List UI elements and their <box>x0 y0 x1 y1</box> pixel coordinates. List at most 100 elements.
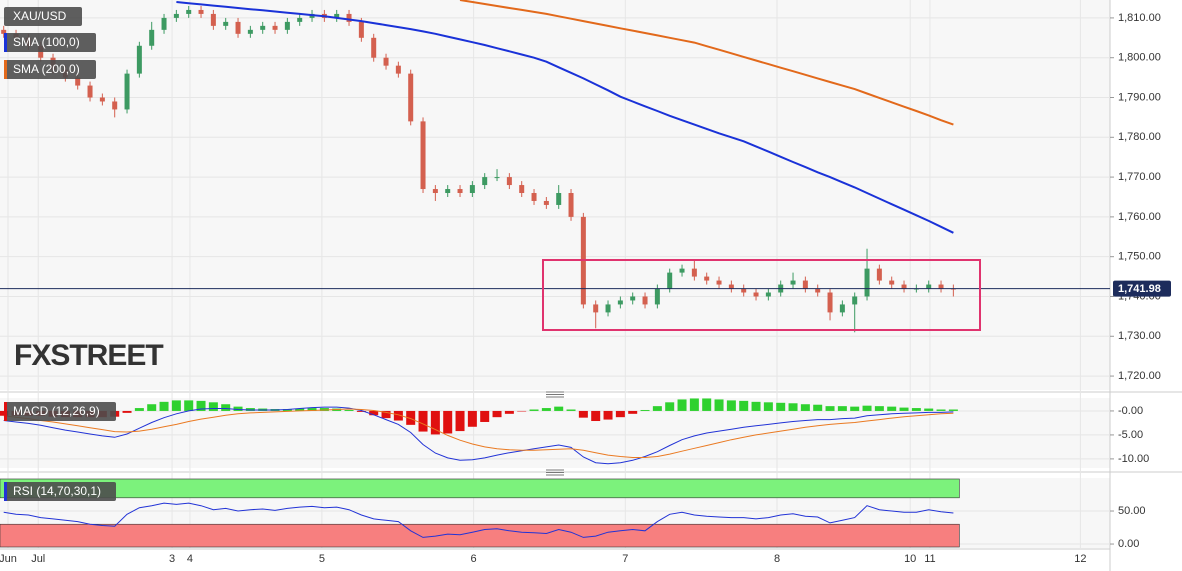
x-tick-label: 10 <box>904 553 916 565</box>
histogram-bar <box>788 403 798 411</box>
histogram-bar <box>566 409 576 411</box>
histogram-bar <box>455 410 465 432</box>
histogram-bar <box>948 409 958 411</box>
candle-body <box>371 37 377 58</box>
legend-box <box>4 7 82 26</box>
histogram-bar <box>899 407 909 411</box>
histogram-bar <box>393 410 403 421</box>
candle-body <box>395 65 401 74</box>
candle-body <box>852 296 858 305</box>
histogram-bar <box>800 404 810 411</box>
line <box>176 1 954 234</box>
candle-body <box>593 304 599 313</box>
histogram-bar <box>837 406 847 411</box>
histogram-bar <box>911 408 921 411</box>
candle-body <box>260 25 266 30</box>
line <box>3 406 954 465</box>
candle-body <box>765 292 771 297</box>
histogram-bar <box>665 402 675 411</box>
y-tick-label: 1,760.00 <box>1118 211 1161 223</box>
y-tick-label: 1,720.00 <box>1118 370 1161 382</box>
x-tick-label: 12 <box>1074 553 1086 565</box>
candle-body <box>420 121 426 190</box>
candle-body <box>87 85 93 98</box>
histogram-bar <box>677 399 687 411</box>
candle-body <box>284 21 290 30</box>
histogram-bar <box>504 410 514 414</box>
divider-handle[interactable] <box>546 391 564 398</box>
candle-body <box>667 272 673 289</box>
legend-label: MACD (12,26,9) <box>13 404 100 418</box>
histogram-bar <box>541 408 551 411</box>
candle-body <box>556 193 562 205</box>
x-tick-label: 4 <box>187 553 193 565</box>
histogram-bar <box>295 408 305 411</box>
candle-body <box>876 268 882 281</box>
candle-body <box>815 288 821 293</box>
range-box <box>542 259 981 331</box>
candle-body <box>445 189 451 194</box>
legend-box <box>4 60 96 79</box>
histogram-bar <box>714 399 724 411</box>
candle-body <box>469 185 475 194</box>
candle-body <box>728 284 734 289</box>
candle-body <box>173 13 179 18</box>
histogram-bar <box>652 406 662 411</box>
candle-body <box>506 177 512 186</box>
last-price-box <box>1113 280 1171 297</box>
histogram-bar <box>430 410 440 435</box>
histogram-bar <box>443 410 453 434</box>
candle-body <box>543 200 549 205</box>
histogram-bar <box>480 410 490 422</box>
y-tick-label: 1,800.00 <box>1118 52 1161 64</box>
candle-body <box>839 304 845 313</box>
candle-body <box>827 292 833 313</box>
histogram-bar <box>381 410 391 419</box>
histogram-bar <box>751 401 761 411</box>
legend-label: SMA (200,0) <box>13 62 80 76</box>
x-tick-label: 8 <box>774 553 780 565</box>
candle-body <box>408 73 414 122</box>
x-tick-label: 11 <box>924 553 935 565</box>
candle-body <box>75 77 81 86</box>
histogram-bar <box>924 408 934 411</box>
legend-label: XAU/USD <box>13 9 67 23</box>
histogram-bar <box>134 408 144 411</box>
histogram-bar <box>529 409 539 411</box>
histogram-bar <box>628 410 638 414</box>
divider-handle[interactable] <box>546 469 564 476</box>
line <box>3 502 954 538</box>
x-tick-label: 5 <box>319 553 325 565</box>
legend-box <box>4 482 116 501</box>
histogram-bar <box>122 410 132 413</box>
histogram-bar <box>936 409 946 411</box>
histogram-bar <box>159 401 169 411</box>
candle-body <box>346 13 352 22</box>
legend-box <box>4 33 96 52</box>
candle-body <box>605 304 611 313</box>
y-tick-label: -5.00 <box>1118 429 1143 441</box>
candle-body <box>161 17 167 30</box>
candle-body <box>519 185 525 194</box>
y-tick-label: 1,780.00 <box>1118 131 1161 143</box>
histogram-bar <box>591 410 601 422</box>
y-tick-label: 1,730.00 <box>1118 330 1161 342</box>
histogram-bar <box>825 406 835 411</box>
candle-body <box>926 284 932 289</box>
histogram-bar <box>406 410 416 425</box>
histogram-bar <box>307 408 317 411</box>
histogram-bar <box>763 402 773 411</box>
candle-body <box>198 9 204 14</box>
candle-body <box>704 276 710 281</box>
histogram-bar <box>221 404 231 411</box>
y-tick-label: 0.00 <box>1118 538 1139 550</box>
price-panel <box>0 0 1110 390</box>
last-price-label: 1,741.98 <box>1118 283 1161 295</box>
candle-body <box>790 280 796 285</box>
histogram-bar <box>344 409 354 411</box>
line <box>459 0 954 126</box>
histogram-bar <box>813 404 823 411</box>
histogram-bar <box>208 402 218 411</box>
candle-body <box>654 288 660 305</box>
